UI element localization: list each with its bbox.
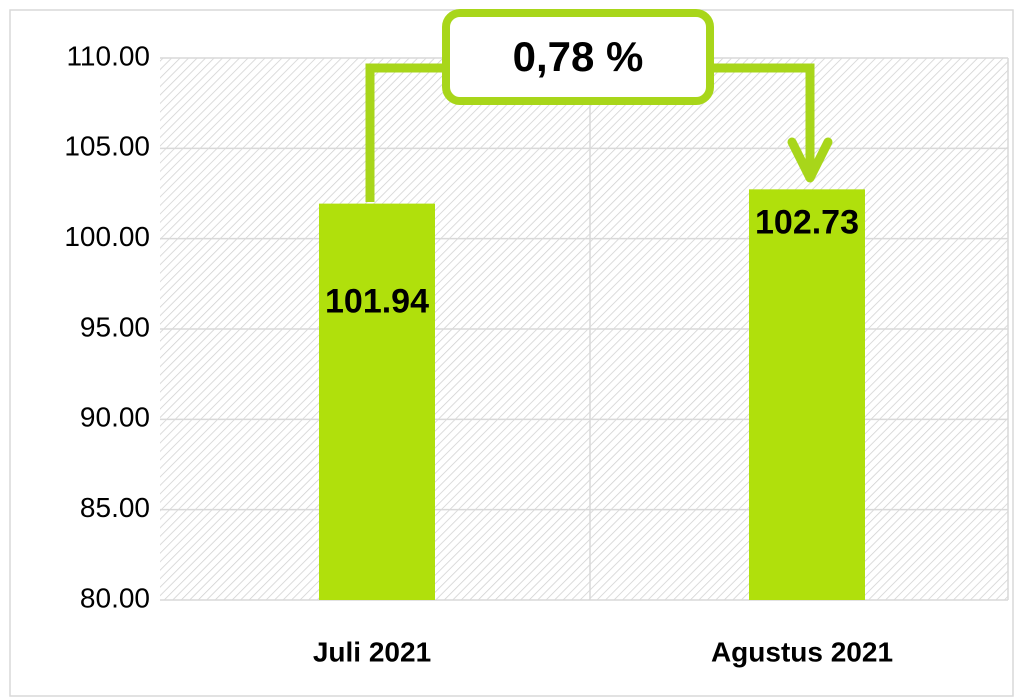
y-tick-label: 95.00 <box>80 311 150 342</box>
y-tick-label: 80.00 <box>80 582 150 613</box>
data-label: 102.73 <box>755 203 859 241</box>
bar <box>319 203 435 600</box>
annotation-text: 0,78 % <box>513 33 644 80</box>
x-tick-label: Juli 2021 <box>313 636 431 667</box>
connector <box>710 63 815 175</box>
arrow-head <box>787 137 833 183</box>
annotation-box <box>442 9 714 105</box>
bar <box>749 189 865 600</box>
annotation: 0,78 % <box>365 9 833 202</box>
y-tick-label: 90.00 <box>80 402 150 433</box>
y-tick-label: 85.00 <box>80 492 150 523</box>
data-label: 101.94 <box>325 283 429 321</box>
x-tick-label: Agustus 2021 <box>711 636 893 667</box>
labels: 80.00 85.00 90.00 95.00 100.00 105.00 110.00 Ju… <box>64 40 893 667</box>
y-tick-label: 105.00 <box>64 131 150 162</box>
y-tick-label: 110.00 <box>66 40 150 71</box>
grid <box>160 57 1008 601</box>
connector <box>365 63 446 202</box>
y-tick-label: 100.00 <box>64 221 150 252</box>
bars <box>319 189 865 600</box>
